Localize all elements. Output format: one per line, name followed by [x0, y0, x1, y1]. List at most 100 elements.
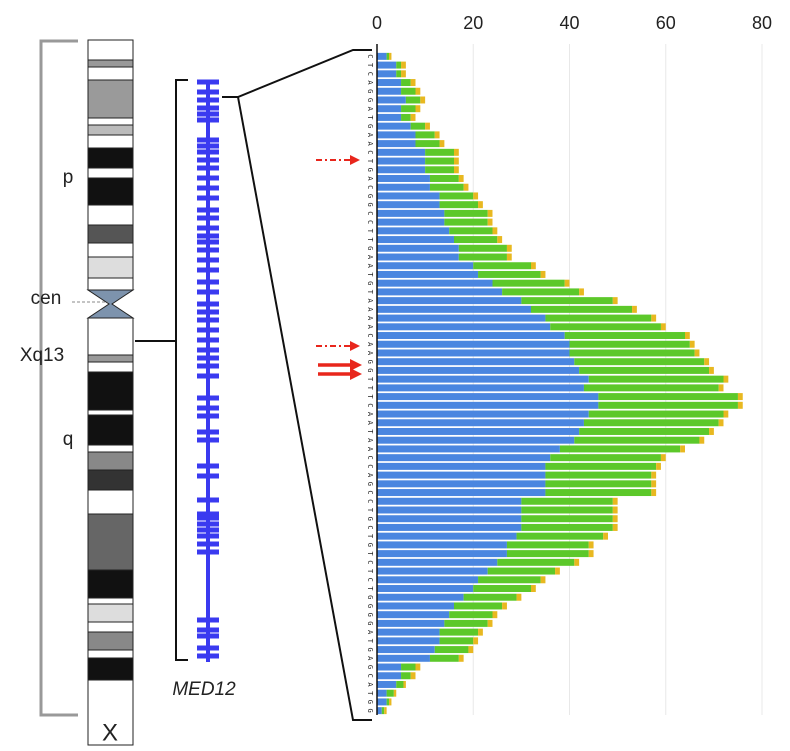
sequence-letter: A — [366, 412, 374, 417]
band — [87, 124, 134, 136]
band — [87, 59, 134, 68]
bar-segment — [377, 541, 507, 549]
exon — [197, 165, 219, 171]
bar-segment — [377, 628, 440, 636]
sequence-letter: T — [366, 534, 374, 539]
sequence-letter: A — [366, 630, 374, 635]
exon — [197, 233, 219, 239]
sequence-letter: G — [366, 604, 374, 608]
bar-segment — [550, 323, 661, 331]
exon — [197, 633, 219, 639]
sequence-letter: A — [366, 447, 374, 452]
bar-segment — [569, 340, 690, 348]
sequence-letter: T — [366, 377, 374, 382]
bar-segment — [521, 515, 613, 523]
bar-segment — [377, 175, 430, 182]
sequence-letter: A — [366, 438, 374, 443]
exon — [197, 521, 219, 527]
bar-segment — [377, 262, 474, 270]
bar-segment — [449, 227, 493, 235]
sequence-letter: A — [366, 351, 374, 356]
band — [87, 117, 134, 126]
bar-segment — [410, 672, 416, 680]
sequence-letter: T — [366, 429, 374, 434]
sequence-letter: G — [366, 124, 374, 128]
bar-segment — [377, 209, 445, 217]
sequence-letter: A — [366, 325, 374, 330]
bar-segment — [603, 532, 608, 540]
bar-segment — [612, 297, 618, 305]
bar-segment — [377, 314, 546, 322]
chromosome-ideogram — [86, 39, 135, 746]
bar-segment — [377, 462, 546, 470]
sequence-letter: G — [366, 595, 374, 599]
bar-segment — [612, 523, 618, 531]
sequence-letter: A — [366, 682, 374, 687]
exon — [197, 549, 219, 555]
exon — [197, 279, 219, 285]
bar-segment — [612, 497, 618, 505]
bar-segment — [429, 175, 459, 182]
bar-segment — [377, 480, 546, 488]
bar-segment — [377, 166, 426, 174]
exon — [197, 463, 219, 469]
sequence-letter: G — [366, 281, 374, 285]
bar-segment — [444, 209, 488, 217]
sequence-letter: G — [366, 98, 374, 102]
bar-segment — [377, 113, 402, 121]
band — [87, 354, 134, 363]
exon — [197, 239, 219, 245]
bar-segment — [389, 698, 392, 706]
exon — [197, 337, 219, 343]
bar-segment — [377, 218, 445, 226]
bar-segment — [377, 52, 387, 60]
bar-segment — [377, 192, 440, 200]
exon — [197, 149, 219, 155]
sequence-letter: T — [366, 229, 374, 234]
band — [87, 277, 134, 291]
bar-segment — [531, 585, 536, 592]
band — [87, 603, 134, 623]
exon — [197, 289, 219, 295]
sequence-letter: G — [366, 647, 374, 651]
bar-segment — [377, 550, 507, 558]
sequence-letter: T — [366, 639, 374, 644]
bar-segment — [454, 236, 498, 244]
band — [87, 147, 134, 169]
bar-segment — [377, 393, 599, 401]
bar-segment — [415, 87, 421, 95]
bar-segment — [377, 366, 580, 374]
sequence-letter: C — [366, 150, 374, 154]
bar-segment — [516, 593, 522, 601]
exon — [197, 473, 219, 479]
bar-segment — [454, 148, 459, 156]
sequence-letter: G — [366, 665, 374, 669]
bar-segment — [632, 305, 637, 313]
band — [87, 513, 134, 571]
bar-segment — [377, 698, 387, 706]
sequence-letter: A — [366, 421, 374, 426]
bar-segment — [386, 698, 390, 706]
bar-segment — [377, 593, 464, 601]
bar-segment — [377, 689, 387, 697]
bar-segment — [377, 576, 479, 584]
bar-segment — [506, 550, 589, 558]
bar-segment — [555, 567, 560, 575]
bar-segment — [401, 79, 411, 87]
bar-segment — [463, 593, 517, 601]
sequence-letter: C — [366, 72, 374, 76]
bar-segment — [377, 619, 445, 627]
bar-segment — [439, 201, 479, 209]
bar-segment — [588, 541, 594, 549]
bar-segment — [377, 532, 517, 540]
bar-segment — [377, 305, 531, 313]
bar-segment — [401, 70, 406, 78]
bar-segment — [521, 523, 613, 531]
band — [87, 134, 134, 149]
exon — [197, 373, 219, 379]
sequence-letter: A — [366, 316, 374, 321]
x-tick-label: 80 — [752, 13, 772, 33]
bar-segment — [444, 619, 488, 627]
arrows — [316, 155, 362, 380]
